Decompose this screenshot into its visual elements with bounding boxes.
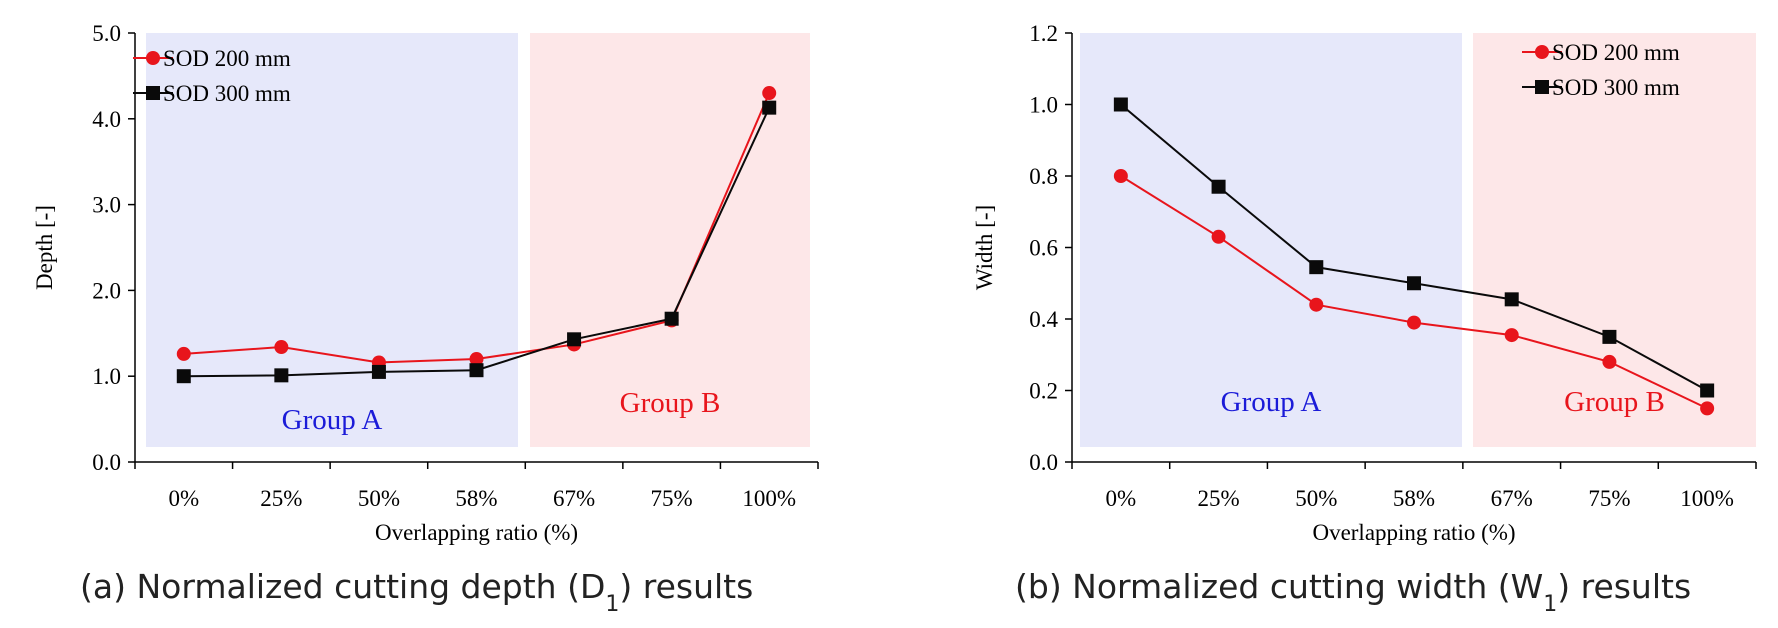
chart-panel-width: Group A Group B 0.0 0.2 0.4 0.6 0.8 1.0 1.2 0% 25%… <box>972 21 1757 617</box>
data-point-sod200 <box>274 340 289 355</box>
y-tick-label: 1.0 <box>92 364 121 389</box>
x-tick-label: 100% <box>742 486 796 511</box>
caption-text-end: ) results <box>1557 567 1691 606</box>
y-tick-label: 5.0 <box>92 21 121 46</box>
data-point-sod200 <box>1309 297 1324 312</box>
group-b-band <box>1473 33 1756 447</box>
x-tick-label: 0% <box>1106 486 1137 511</box>
y-tick-label: 0.2 <box>1029 379 1058 404</box>
data-point-sod200 <box>469 352 484 367</box>
data-point-sod300 <box>1113 97 1128 112</box>
legend-marker-square <box>1535 80 1549 94</box>
group-a-band <box>1080 33 1462 447</box>
y-axis-title: Depth [-] <box>32 205 57 290</box>
x-tick-label: 50% <box>358 486 400 511</box>
caption-subscript: 1 <box>605 592 619 617</box>
data-point-sod300 <box>567 332 582 347</box>
x-axis-title: Overlapping ratio (%) <box>1312 520 1515 545</box>
group-label: Group A <box>282 404 383 436</box>
x-tick-label: 25% <box>1197 486 1239 511</box>
x-tick-label: 50% <box>1295 486 1337 511</box>
data-point-sod300 <box>1504 292 1519 307</box>
y-tick-label: 0.4 <box>1029 307 1058 332</box>
x-tick-label: 75% <box>651 486 693 511</box>
y-tick-label: 0.8 <box>1029 164 1058 189</box>
y-tick-label: 0.6 <box>1029 236 1058 261</box>
legend-label: SOD 300 mm <box>163 81 291 106</box>
y-tick-label: 2.0 <box>92 278 121 303</box>
data-point-sod200 <box>176 346 191 361</box>
data-point-sod200 <box>1504 328 1519 343</box>
x-tick-label: 25% <box>260 486 302 511</box>
data-point-sod300 <box>1700 383 1715 398</box>
legend-label: SOD 200 mm <box>163 46 291 71</box>
group-a-band <box>146 33 518 447</box>
data-point-sod300 <box>1602 329 1617 344</box>
y-tick-label: 1.2 <box>1029 21 1058 46</box>
data-point-sod300 <box>664 311 679 326</box>
caption-text: (b) Normalized cutting width (W <box>1015 567 1543 606</box>
legend-marker-circle <box>1535 45 1549 59</box>
y-tick-label: 1.0 <box>1029 93 1058 118</box>
x-tick-label: 75% <box>1588 486 1630 511</box>
data-point-sod300 <box>1211 179 1226 194</box>
caption-subscript: 1 <box>1543 592 1557 617</box>
y-tick-label: 0.0 <box>92 450 121 475</box>
x-tick-label: 58% <box>1393 486 1435 511</box>
data-point-sod300 <box>176 369 191 384</box>
figure-caption: (a) Normalized cutting depth (D1) result… <box>80 567 753 617</box>
group-label: Group B <box>620 387 721 419</box>
y-tick-label: 0.0 <box>1029 450 1058 475</box>
x-tick-label: 58% <box>455 486 497 511</box>
legend-label: SOD 200 mm <box>1552 40 1680 65</box>
y-tick-label: 3.0 <box>92 193 121 218</box>
figure-caption: (b) Normalized cutting width (W1) result… <box>1015 567 1691 617</box>
data-point-sod300 <box>1309 260 1324 275</box>
data-point-sod300 <box>469 363 484 378</box>
data-point-sod200 <box>1700 401 1715 416</box>
caption-text: (a) Normalized cutting depth (D <box>80 567 605 606</box>
x-tick-label: 0% <box>168 486 199 511</box>
y-tick-label: 4.0 <box>92 107 121 132</box>
data-point-sod200 <box>762 86 777 101</box>
x-axis-title: Overlapping ratio (%) <box>375 520 578 545</box>
data-point-sod300 <box>1407 276 1421 291</box>
group-label: Group A <box>1221 386 1322 418</box>
x-tick-label: 67% <box>1491 486 1533 511</box>
legend-marker-circle <box>146 51 160 65</box>
group-label: Group B <box>1564 386 1665 418</box>
legend-marker-square <box>146 86 160 100</box>
data-point-sod300 <box>762 100 777 115</box>
data-point-sod200 <box>1211 229 1226 244</box>
caption-text-end: ) results <box>619 567 753 606</box>
data-point-sod200 <box>1602 354 1617 369</box>
legend-label: SOD 300 mm <box>1552 75 1680 100</box>
chart-panel-depth: Group A Group B 0.0 1.0 2.0 3.0 4.0 5.0 0% 25% 50%… <box>32 21 819 617</box>
x-tick-label: 100% <box>1680 486 1734 511</box>
data-point-sod200 <box>1407 315 1421 330</box>
data-point-sod300 <box>274 368 289 383</box>
y-axis-title: Width [-] <box>972 205 997 290</box>
data-point-sod300 <box>371 364 386 379</box>
data-point-sod200 <box>1113 169 1128 183</box>
x-tick-label: 67% <box>553 486 595 511</box>
